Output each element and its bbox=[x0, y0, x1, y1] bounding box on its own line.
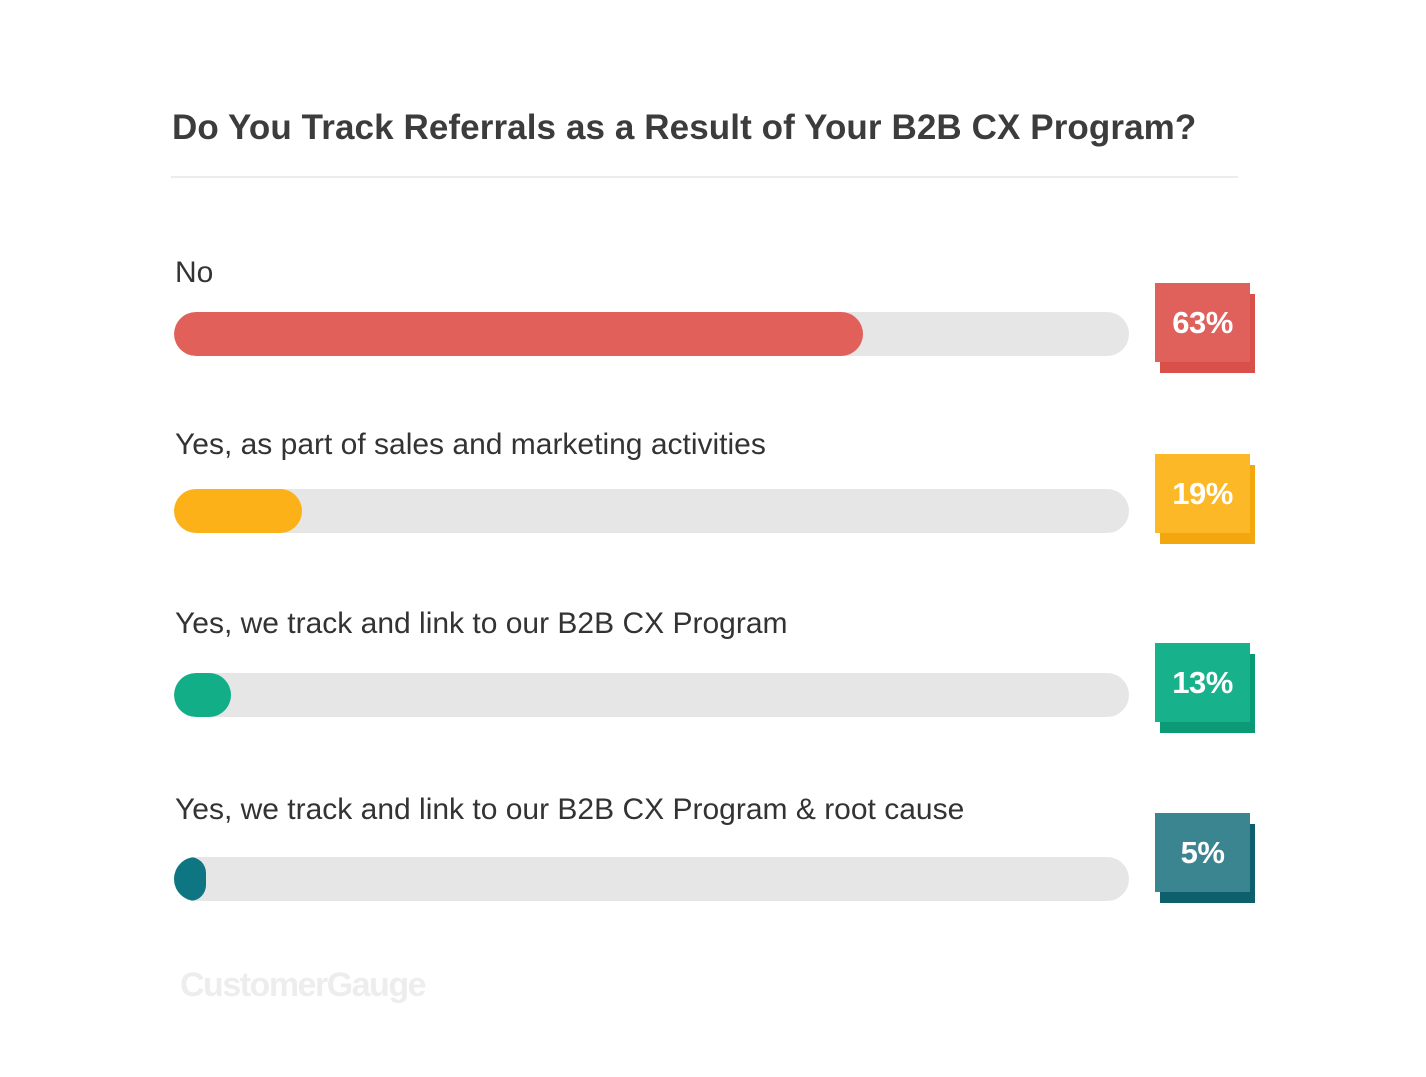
value-badge: 63% bbox=[1155, 283, 1255, 373]
bar-track bbox=[174, 489, 1129, 533]
value-label: 13% bbox=[1155, 643, 1250, 722]
brand-watermark: CustomerGauge bbox=[180, 966, 427, 1004]
bar-label: Yes, as part of sales and marketing acti… bbox=[175, 428, 766, 461]
bar-label: No bbox=[175, 256, 214, 289]
bar-track bbox=[174, 312, 1129, 356]
value-label: 63% bbox=[1155, 283, 1250, 362]
bar bbox=[174, 312, 863, 356]
bar bbox=[174, 857, 206, 901]
bar bbox=[174, 489, 302, 533]
value-badge: 19% bbox=[1155, 454, 1255, 544]
value-badge: 13% bbox=[1155, 643, 1255, 733]
bar-label: Yes, we track and link to our B2B CX Pro… bbox=[175, 607, 788, 640]
title-divider bbox=[171, 176, 1238, 178]
bar-track bbox=[174, 857, 1129, 901]
bar bbox=[174, 673, 231, 717]
value-label: 19% bbox=[1155, 454, 1250, 533]
bar-label: Yes, we track and link to our B2B CX Pro… bbox=[175, 793, 965, 826]
value-label: 5% bbox=[1155, 813, 1250, 892]
value-badge: 5% bbox=[1155, 813, 1255, 903]
bar-track bbox=[174, 673, 1129, 717]
chart-title: Do You Track Referrals as a Result of Yo… bbox=[172, 108, 1197, 147]
